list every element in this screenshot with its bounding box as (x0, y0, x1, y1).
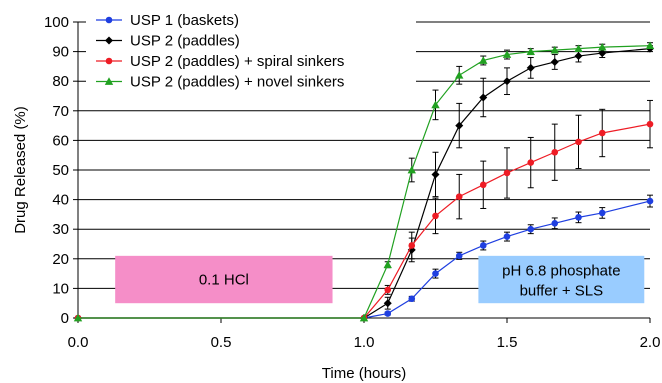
y-tick-label: 0 (61, 310, 69, 327)
data-point (526, 63, 535, 72)
annotation-label: pH 6.8 phosphate (502, 263, 620, 280)
data-point (502, 50, 512, 58)
data-point (575, 138, 582, 146)
data-point (550, 57, 559, 66)
annotation-box-1 (115, 255, 333, 304)
data-point (431, 100, 440, 109)
data-point (550, 45, 559, 54)
data-point (598, 209, 606, 217)
data-point (383, 260, 392, 269)
data-point (407, 165, 416, 174)
annotation-box-2 (478, 255, 645, 304)
legend-label: USP 2 (paddles) (130, 33, 240, 50)
data-point (455, 121, 464, 130)
data-point (598, 42, 607, 51)
x-tick-label: 1.5 (497, 334, 518, 351)
data-point (527, 225, 535, 233)
data-point (574, 44, 583, 52)
data-point (432, 270, 439, 277)
data-point (598, 49, 607, 58)
y-tick-label: 40 (52, 192, 69, 209)
legend-marker (105, 36, 113, 45)
data-point (408, 242, 416, 249)
data-point (645, 41, 655, 50)
legend: USP 1 (baskets) USP 2 (paddles) USP 2 (pad… (86, 9, 416, 95)
y-tick-label: 50 (52, 162, 69, 179)
data-point (383, 299, 392, 308)
y-tick-label: 30 (52, 221, 69, 238)
data-point (384, 310, 392, 317)
data-point (455, 252, 463, 260)
data-point (479, 181, 487, 189)
axes: 0 10 20 30 40 50 60 70 80 90 100 0.0 0.5 1.0 1.5 2.0 (44, 14, 660, 351)
data-point (503, 169, 511, 177)
legend-label: USP 1 (baskets) (130, 12, 239, 29)
legend-label: USP 2 (paddles) + spiral sinkers (130, 53, 344, 70)
data-point (574, 52, 583, 61)
y-tick-label: 60 (52, 132, 69, 149)
data-point (73, 313, 83, 322)
data-point (455, 71, 464, 79)
data-point (503, 77, 511, 86)
data-point (408, 295, 416, 303)
data-series (73, 41, 655, 322)
y-tick-label: 90 (52, 44, 69, 61)
data-point (455, 193, 463, 200)
x-tick-label: 1.0 (354, 334, 375, 351)
y-tick-label: 70 (52, 103, 69, 120)
y-axis-title: Drug Released (%) (12, 106, 29, 234)
legend-marker (104, 77, 114, 85)
data-point (479, 93, 488, 102)
data-point (646, 197, 654, 205)
data-point (646, 120, 654, 128)
data-point (598, 129, 606, 137)
x-tick-label: 2.0 (640, 334, 661, 351)
legend-marker (105, 16, 113, 24)
legend-background (86, 9, 416, 95)
y-tick-label: 20 (52, 251, 69, 268)
y-tick-label: 10 (52, 280, 69, 297)
data-point (359, 313, 369, 322)
annotation-boxes: 0.1 HCl pH 6.8 phosphate buffer + SLS (115, 255, 645, 304)
x-tick-label: 0.0 (68, 334, 89, 351)
data-point (575, 214, 582, 221)
data-point (431, 170, 440, 179)
annotation-label: 0.1 HCl (199, 272, 249, 289)
annotation-label: buffer + SLS (520, 283, 604, 300)
x-axis-title: Time (hours) (322, 365, 406, 382)
data-point (479, 56, 488, 64)
series-4 (73, 41, 655, 322)
data-point (479, 242, 487, 249)
legend-label: USP 2 (paddles) + novel sinkers (130, 74, 344, 91)
data-point (551, 219, 559, 227)
y-tick-label: 100 (44, 14, 69, 31)
data-point (432, 212, 439, 220)
data-point (526, 47, 535, 55)
legend-marker (105, 57, 113, 65)
data-point (384, 286, 392, 294)
x-tick-label: 0.5 (211, 334, 232, 351)
data-point (551, 148, 559, 156)
series-3 (74, 99, 654, 322)
data-point (503, 233, 511, 240)
y-tick-label: 80 (52, 73, 69, 90)
data-point (527, 159, 535, 166)
